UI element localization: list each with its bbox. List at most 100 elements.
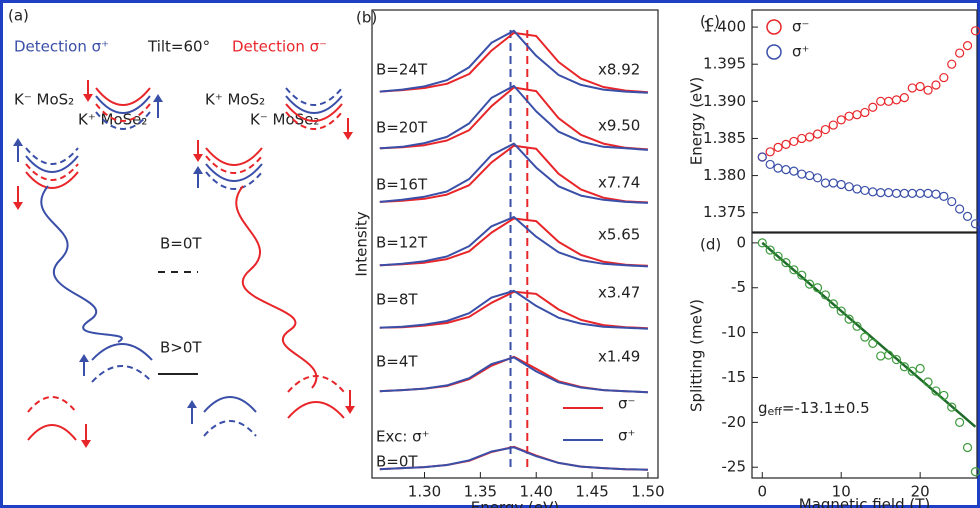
legend-label: B=0T (160, 235, 202, 253)
panel-label: (b) (356, 9, 377, 27)
data-point (844, 314, 854, 324)
data-point (883, 350, 894, 360)
trace-label: B=24T (376, 61, 428, 79)
data-point (915, 81, 925, 92)
y-axis-label: Splitting (meV) (688, 299, 706, 412)
data-point (931, 80, 941, 90)
data-point (962, 211, 973, 222)
data-point (860, 332, 870, 342)
data-point (836, 115, 846, 125)
trace-label: B=12T (376, 234, 428, 252)
data-point (789, 166, 799, 176)
annotation-part: g (758, 399, 768, 417)
scale-label: x1.49 (598, 348, 640, 366)
data-point (773, 251, 783, 261)
data-point (805, 132, 815, 142)
spectrum (379, 216, 648, 268)
legend-label: σ⁻ (792, 18, 809, 36)
data-point (899, 362, 909, 372)
scale-label: x5.65 (598, 226, 640, 244)
data-point (820, 290, 831, 300)
plot-frame (751, 232, 978, 479)
panel-label: (c) (700, 13, 720, 31)
data-point (757, 152, 767, 162)
spectrum (379, 31, 648, 94)
band-label: K⁻ MoSe₂ (250, 111, 319, 129)
data-point (789, 265, 799, 275)
diagram: (a) Detection σ⁺ Tilt=60° Detection σ⁻ K… (8, 7, 355, 448)
band-label: K⁻ MoS₂ (14, 91, 74, 109)
data-point (812, 173, 823, 183)
x-tick-label: 1.50 (631, 483, 664, 501)
data-point (970, 219, 980, 229)
legend-marker (766, 19, 782, 35)
spin-arrows (13, 80, 355, 448)
data-point (955, 204, 965, 214)
data-point (836, 306, 846, 316)
y-tick-label: -20 (722, 413, 747, 431)
panel-label: (a) (8, 7, 29, 25)
x-tick-label: 1.45 (575, 483, 608, 501)
data-point (781, 139, 791, 149)
x-axis-label: Magnetic field (T) (799, 496, 930, 508)
annotation-part: =-13.1±0.5 (782, 399, 870, 417)
data-point (868, 338, 878, 348)
spectrum (379, 289, 648, 330)
data-point (962, 41, 973, 51)
data-point (820, 124, 831, 135)
legend-label: σ⁺ (792, 43, 809, 61)
trace-label: B=20T (376, 119, 428, 137)
data-point (765, 159, 775, 170)
data-point (891, 354, 902, 365)
data-point (789, 136, 799, 147)
data-point (765, 147, 775, 157)
data-point (773, 142, 783, 152)
panel-label: (d) (700, 236, 721, 254)
trace-label: B=4T (376, 353, 418, 371)
data-point (781, 258, 791, 268)
x-tick-label: 1.40 (520, 483, 553, 501)
x-tick-label: 10 (832, 483, 851, 501)
spectrum (379, 142, 648, 204)
plot-frame (371, 9, 659, 479)
bands (25, 87, 345, 441)
y-tick-label: 1.380 (703, 166, 746, 184)
spectrum (379, 86, 648, 151)
legend-label: σ⁻ (618, 395, 635, 413)
data-point (955, 48, 965, 58)
data-point (939, 390, 949, 401)
detection-label: Detection σ⁻ (232, 38, 327, 56)
annotation: Exc: σ⁺ (376, 428, 430, 446)
y-axis-label: Energy (eV) (688, 77, 706, 165)
y-tick-label: 1.375 (703, 203, 746, 221)
spectrum (379, 84, 648, 151)
data-point (812, 283, 823, 293)
annotation: geff=-13.1±0.5 (758, 399, 870, 419)
data-point (828, 299, 838, 309)
data-point (765, 245, 775, 255)
data-point (923, 85, 933, 95)
data-point (907, 366, 917, 376)
y-tick-label: -25 (722, 458, 747, 476)
data-point (797, 270, 807, 280)
scale-label: x9.50 (598, 117, 640, 135)
x-axis-label: Energy (eV) (471, 499, 559, 508)
data-point (757, 238, 767, 248)
x-tick-label: 1.35 (464, 483, 497, 501)
data-point (962, 442, 973, 453)
scale-label: x7.74 (598, 174, 640, 192)
x-tick-label: 20 (911, 483, 930, 501)
y-tick-label: 1.385 (703, 129, 746, 147)
detection-label: Detection σ⁺ (14, 38, 109, 56)
y-tick-label: -15 (722, 368, 747, 386)
data-point (899, 93, 909, 103)
data-point (923, 377, 933, 387)
x-tick-label: 1.30 (408, 483, 441, 501)
tilt-label: Tilt=60° (147, 38, 210, 56)
trace-label: B=0T (376, 453, 418, 471)
y-tick-label: 1.400 (703, 18, 746, 36)
spectrum (379, 446, 648, 471)
data-point (939, 191, 949, 201)
